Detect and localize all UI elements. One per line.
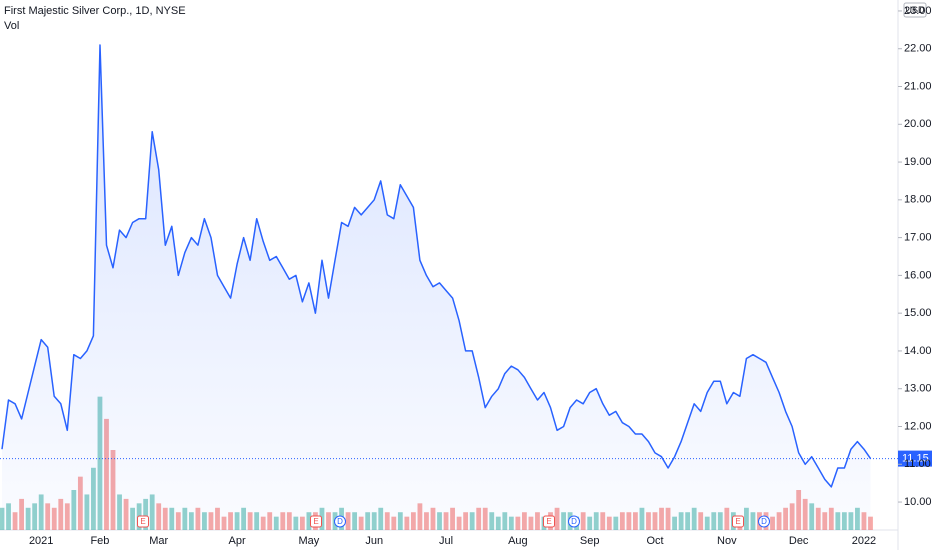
y-tick-label: 14.00 [904, 345, 932, 357]
last-price-label: 11.15 [902, 453, 929, 465]
currency-box [903, 2, 927, 18]
y-tick-label: 13.00 [904, 383, 932, 395]
y-tick-label: 23.00 [904, 5, 932, 17]
x-tick-label: Mar [149, 535, 168, 547]
y-tick-label: 19.00 [904, 156, 932, 168]
y-tick-label: 15.00 [904, 307, 932, 319]
y-tick-label: 16.00 [904, 269, 932, 281]
x-tick-label: Sep [580, 535, 600, 547]
event-label: D [337, 517, 343, 526]
x-tick-label: 2021 [29, 535, 53, 547]
y-tick-label: 17.00 [904, 232, 932, 244]
event-icon [137, 515, 149, 528]
event-icon [568, 515, 580, 528]
y-tick-label: 10.00 [904, 496, 932, 508]
x-tick-label: Apr [229, 535, 246, 547]
last-price-box [898, 450, 932, 467]
volume-label: Vol [4, 20, 19, 32]
chart-title: First Majestic Silver Corp., 1D, NYSE [4, 5, 186, 17]
x-tick-label: Jun [365, 535, 383, 547]
x-tick-label: May [299, 535, 320, 547]
price-area [2, 45, 871, 530]
event-icon [732, 515, 744, 528]
y-tick-label: 18.00 [904, 194, 932, 206]
y-tick-label: 12.00 [904, 420, 932, 432]
event-label: D [571, 517, 577, 526]
price-line [1, 44, 872, 488]
price-layer: 11.15 [0, 44, 932, 530]
event-label: E [140, 517, 145, 526]
x-tick-label: Feb [90, 535, 109, 547]
event-icon [758, 515, 770, 528]
y-tick-label: 20.00 [904, 118, 932, 130]
x-tick-label: Dec [789, 535, 809, 547]
y-tick-label: 21.00 [904, 80, 932, 92]
event-icon [543, 515, 555, 528]
event-icon [334, 515, 346, 528]
x-tick-label: Aug [508, 535, 528, 547]
event-label: D [761, 517, 767, 526]
event-icon [310, 515, 322, 528]
event-label: E [546, 517, 551, 526]
event-label: E [735, 517, 740, 526]
x-tick-label: Nov [717, 535, 737, 547]
x-tick-label: Oct [646, 535, 663, 547]
x-tick-label: Jul [439, 535, 453, 547]
event-label: E [313, 517, 318, 526]
y-tick-label: 11.00 [904, 458, 931, 470]
y-tick-label: 22.00 [904, 43, 932, 55]
currency: USD [905, 5, 925, 15]
x-tick-label: 2022 [852, 535, 876, 547]
